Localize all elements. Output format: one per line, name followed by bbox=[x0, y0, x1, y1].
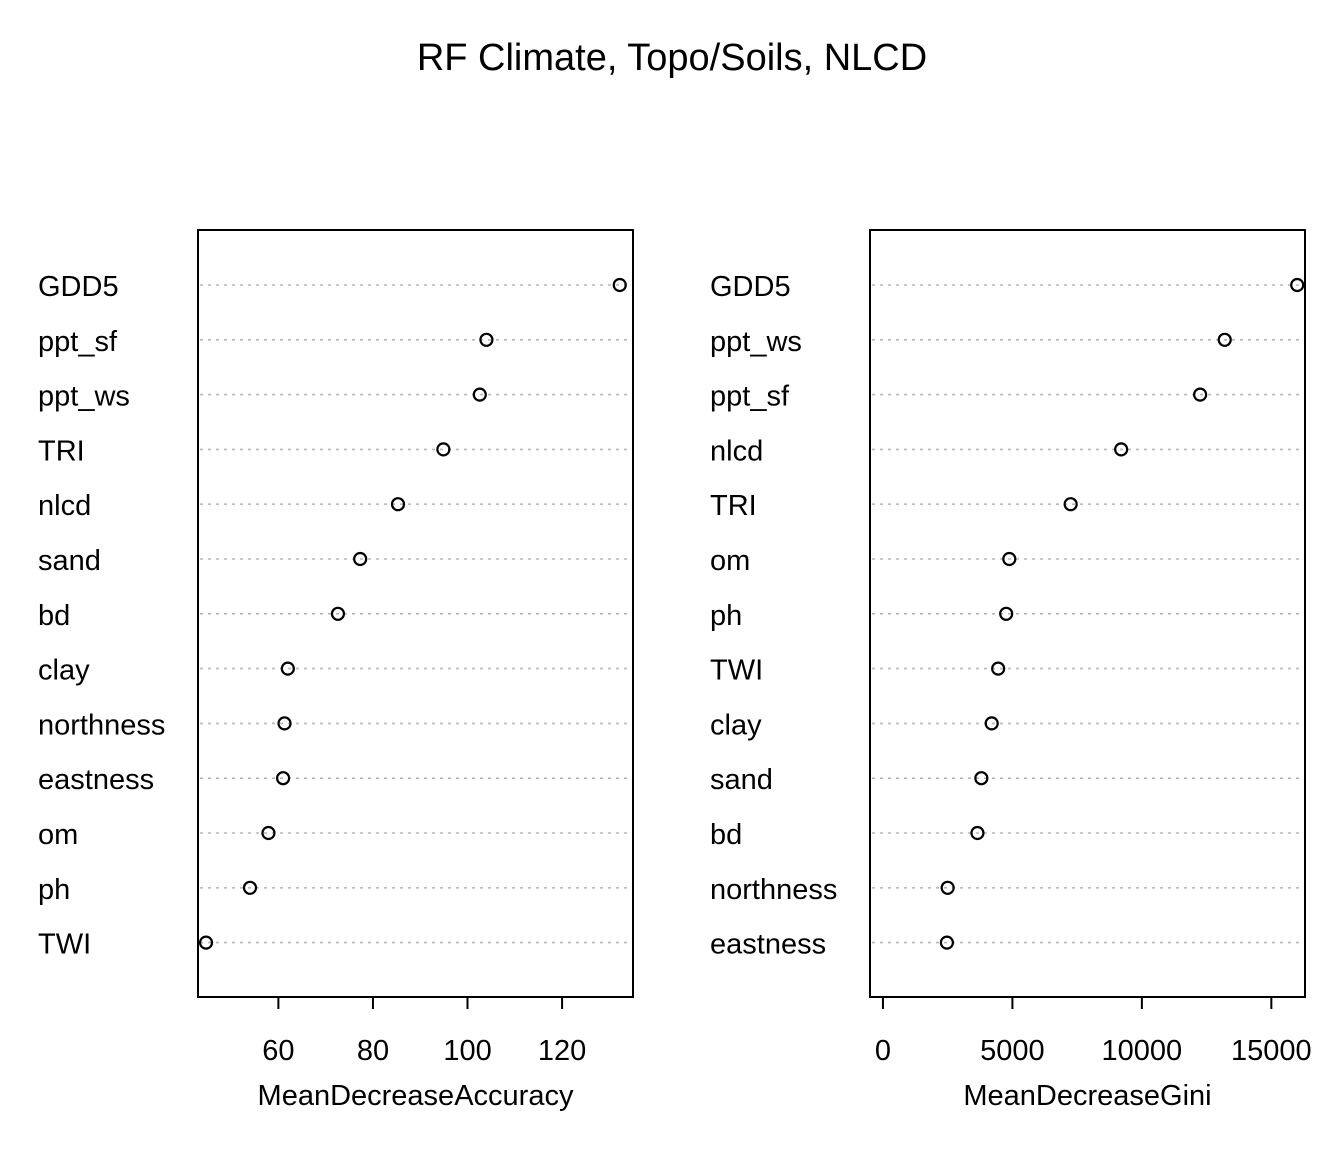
x-tick-label: 120 bbox=[538, 1035, 586, 1067]
x-tick-label: 10000 bbox=[1102, 1035, 1183, 1067]
data-point bbox=[390, 497, 406, 512]
variable-label: bd bbox=[38, 600, 70, 632]
data-point bbox=[242, 880, 258, 895]
panel-mean-decrease-accuracy: GDD5 ppt_sf ppt_ws TRI nlcd sand bd clay northne… bbox=[38, 229, 634, 1112]
x-axis-label: MeanDecreaseAccuracy bbox=[258, 1080, 574, 1112]
variable-label: sand bbox=[710, 764, 773, 796]
data-point bbox=[198, 935, 214, 950]
x-tick-label: 80 bbox=[357, 1035, 389, 1067]
variable-label: ppt_ws bbox=[38, 381, 130, 413]
data-point bbox=[280, 661, 295, 676]
data-point bbox=[974, 771, 989, 786]
data-point bbox=[436, 442, 451, 457]
data-point bbox=[1217, 332, 1232, 347]
variable-label: bd bbox=[710, 819, 742, 851]
data-point bbox=[984, 716, 999, 731]
data-point bbox=[472, 387, 487, 402]
variable-label: TWI bbox=[38, 929, 91, 961]
data-point bbox=[1063, 497, 1078, 512]
data-point bbox=[1002, 551, 1017, 567]
variable-label: TRI bbox=[710, 490, 757, 522]
variable-label: ph bbox=[710, 600, 742, 632]
data-point bbox=[612, 277, 627, 293]
data-point bbox=[970, 825, 985, 841]
plot-frame bbox=[869, 229, 1306, 998]
data-point bbox=[261, 825, 276, 841]
data-point bbox=[330, 606, 346, 621]
variable-label: ph bbox=[38, 874, 70, 906]
data-point bbox=[1114, 442, 1129, 457]
x-tick-label: 0 bbox=[875, 1035, 891, 1067]
variable-label: ppt_ws bbox=[710, 326, 802, 358]
x-tick-label: 100 bbox=[443, 1035, 491, 1067]
variable-label: TWI bbox=[710, 655, 763, 687]
data-point bbox=[277, 716, 292, 731]
data-point bbox=[939, 935, 955, 950]
variable-label: eastness bbox=[710, 929, 826, 961]
variable-label: nlcd bbox=[710, 435, 763, 467]
variable-label: GDD5 bbox=[38, 271, 119, 303]
x-axis-label: MeanDecreaseGini bbox=[963, 1080, 1211, 1112]
data-point bbox=[276, 771, 291, 786]
data-point bbox=[999, 606, 1014, 621]
variable-label: TRI bbox=[38, 435, 85, 467]
x-tick-label: 5000 bbox=[980, 1035, 1045, 1067]
variable-label: clay bbox=[38, 655, 90, 687]
x-tick-label: 15000 bbox=[1231, 1035, 1312, 1067]
data-point bbox=[1290, 277, 1305, 293]
variable-label: sand bbox=[38, 545, 101, 577]
variable-label: nlcd bbox=[38, 490, 91, 522]
data-point bbox=[479, 332, 494, 347]
variable-label: GDD5 bbox=[710, 271, 791, 303]
variable-label: om bbox=[38, 819, 78, 851]
data-point bbox=[940, 880, 955, 895]
data-point bbox=[991, 661, 1006, 676]
variable-label: ppt_sf bbox=[38, 326, 118, 358]
variable-label: clay bbox=[710, 709, 762, 741]
variable-label: ppt_sf bbox=[710, 381, 790, 413]
plot-frame bbox=[197, 229, 634, 998]
variable-label: eastness bbox=[38, 764, 154, 796]
variable-label: om bbox=[710, 545, 750, 577]
variable-label: northness bbox=[38, 709, 165, 741]
data-point bbox=[353, 551, 368, 567]
data-point bbox=[1193, 387, 1208, 402]
chart-title: RF Climate, Topo/Soils, NLCD bbox=[417, 37, 927, 79]
variable-label: northness bbox=[710, 874, 837, 906]
x-tick-label: 60 bbox=[262, 1035, 294, 1067]
